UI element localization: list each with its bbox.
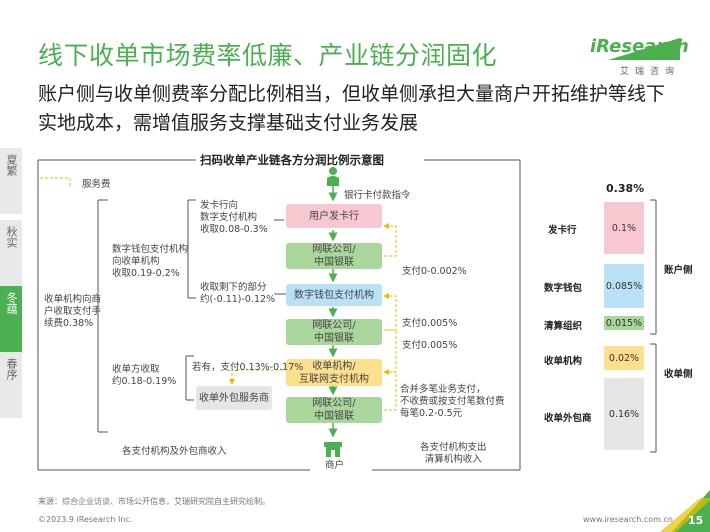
group-account-label: 账户侧 [664,265,693,276]
node-outsourcer: 收单外包服务商 [196,386,272,410]
ratio-label-acquirer: 收单机构 [544,356,583,367]
node-merchant: 商户 [325,460,345,471]
ratio-label-issuer: 发卡行 [548,225,577,236]
page-subtitle: 账户侧与收单侧费率分配比例相当，但收单侧承担大量商户开拓维护等线下实地成本，需增… [38,83,666,134]
node-wallet: 数字钱包支付机构 [286,284,382,306]
outsource-note: 若有，支付0.13%-0.17% [192,362,304,373]
legend-label: 服务费 [82,179,111,190]
logo-brand: iResearch [590,36,689,57]
node-unionpay-2: 网联公司/ 中国银联 [286,319,382,345]
page-title: 线下收单市场费率低廉、产业链分润固化 [38,41,498,70]
ratio-label-clearing: 清算组织 [544,321,583,332]
source-note: 来源：综合企业访谈、市场公开信息，艾瑞研究院自主研究绘制。 [38,497,270,506]
acquirer-side-fee-text: 收单方收取 约0.18-0.19% [112,364,177,387]
ratio-label-wallet: 数字钱包 [544,283,583,294]
side-tab-label: 夏繁 [5,154,18,176]
copyright: ©2023.9 iResearch Inc. [38,515,133,524]
issuer-fee-text: 发卡行向 数字支付机构 收取0.08-0.3% [200,200,268,235]
top-label: 银行卡付款指令 [344,190,411,201]
side-tab-autumn[interactable]: 秋实 [0,220,22,287]
node-unionpay-3: 网联公司/ 中国银联 [286,397,382,423]
shop-icon [324,442,342,457]
side-tab-summer[interactable]: 夏繁 [0,148,22,215]
side-tab-label: 秋实 [5,226,18,248]
node-user-bank: 用户发卡行 [286,204,382,228]
ratio-bar-issuer: 0.1% [604,202,644,254]
ratio-label-outsourcer: 收单外包商 [544,413,592,424]
node-acquirer: 收单机构/ 互联网支付机构 [286,359,382,386]
side-tab-label: 冬蕴 [5,292,18,314]
ratio-bar-clearing: 0.015% [604,316,644,330]
ratio-bar-acquirer: 0.02% [604,346,644,370]
side-tab-spring[interactable]: 春序 [0,352,22,419]
bottom-left-label: 各支付机构及外包商收入 [122,446,227,457]
pay-text-3: 支付0.005% [402,340,458,351]
pay-text-2: 支付0.005% [402,318,458,329]
logo-cn: 艾瑞咨询 [620,67,681,77]
acquirer-total-fee-text: 收单机构向商 户收取支付手 续费0.38% [44,294,102,329]
ratio-bar-wallet: 0.085% [604,264,644,308]
logo-swoosh-icon [608,38,680,60]
node-unionpay-1: 网联公司/ 中国银联 [286,243,382,269]
side-tab-label: 春序 [5,358,18,380]
wallet-fee-text: 数字钱包支付机构 向收单机构 收取0.19-0.2% [112,244,189,279]
pay-text-1: 支付0-0.002% [402,266,467,277]
website: www.iresearch.com.cn [583,515,673,524]
diagram-title: 扫码收单产业链各方分润比例示意图 [200,153,384,167]
group-acquire-label: 收单侧 [664,369,693,380]
remain-fee-text: 收取剩下的部分 约(-0.11)-0.12% [200,282,276,305]
ratio-total: 0.38% [606,182,645,195]
batch-text: 合并多笔业务支付， 不收费或按支付笔数付费 每笔0.2-0.5元 [400,384,505,419]
person-icon [327,167,339,186]
ratio-bar-outsourcer: 0.16% [604,378,644,450]
bottom-right-label: 各支付机构支出 清算机构收入 [420,442,487,465]
page-number: 15 [688,514,704,527]
side-tab-winter[interactable]: 冬蕴 [0,286,22,353]
iresearch-logo: iResearch 艾瑞咨询 [588,34,689,78]
